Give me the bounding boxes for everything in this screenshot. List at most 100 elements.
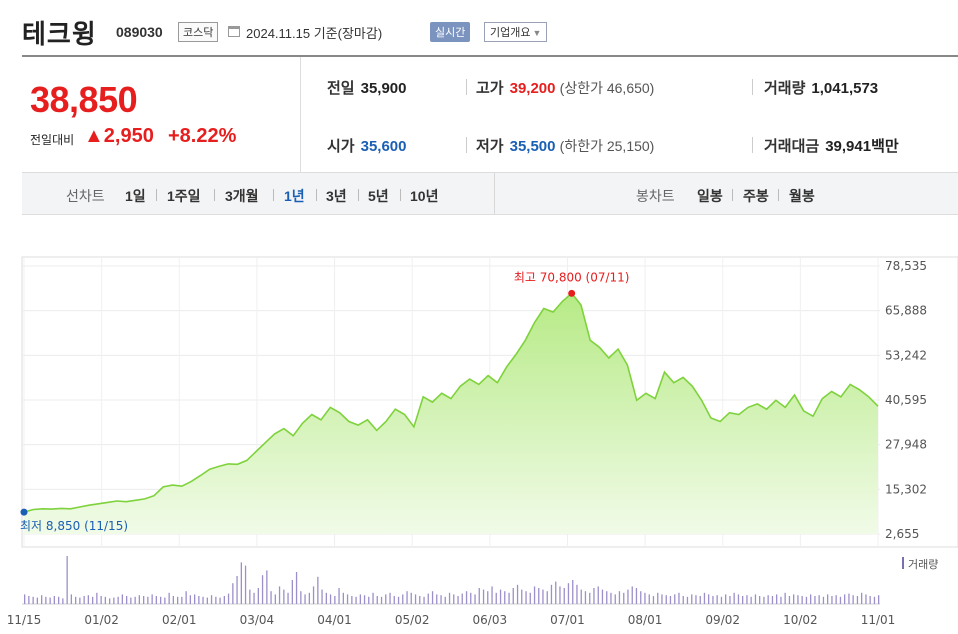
- calendar-icon: [228, 26, 240, 37]
- volume-bar: [419, 596, 421, 604]
- volume-bar: [495, 592, 497, 604]
- volume-bar: [784, 592, 786, 604]
- volume-bar: [627, 589, 629, 604]
- volume-bar: [202, 596, 204, 604]
- candle-monthly[interactable]: 월봉: [789, 188, 815, 204]
- period-10y[interactable]: 10년: [410, 188, 439, 204]
- stock-code: 089030: [116, 24, 163, 40]
- volume-bar: [49, 597, 51, 604]
- volume-bar: [512, 588, 514, 604]
- y-tick-label: 2,655: [885, 527, 919, 541]
- volume-bar: [87, 595, 89, 604]
- volume-bar: [567, 583, 570, 604]
- volume-bar: [652, 596, 655, 604]
- volume-bar: [631, 586, 633, 604]
- period-3m[interactable]: 3개월: [225, 188, 259, 204]
- volume-bar: [28, 596, 30, 604]
- period-5y[interactable]: 5년: [368, 188, 389, 204]
- prev-close-value: 35,900: [360, 80, 407, 97]
- volume-bar: [797, 595, 799, 604]
- volume-bar: [440, 595, 442, 604]
- volume-bar: [244, 565, 247, 604]
- volume-bar: [113, 597, 115, 604]
- x-tick-label: 05/02: [395, 613, 430, 627]
- volume-bar: [482, 589, 485, 604]
- period-1y[interactable]: 1년: [284, 188, 305, 204]
- volume-bar: [835, 595, 837, 604]
- volume-bar: [291, 580, 293, 604]
- volume-bar: [32, 596, 34, 604]
- period-separator: [156, 189, 157, 201]
- x-tick-label: 01/02: [84, 613, 119, 627]
- volume-bar: [308, 592, 310, 604]
- volume-bar: [589, 592, 591, 604]
- volume-bar: [746, 595, 748, 604]
- min-label: 최저 8,850 (11/15): [20, 519, 128, 533]
- volume-bar: [869, 596, 871, 604]
- volume-bar: [780, 596, 782, 604]
- volume-bar: [181, 596, 183, 604]
- volume-bar: [66, 556, 68, 604]
- x-tick-label: 11/01: [861, 613, 896, 627]
- volume-legend: 거래량: [908, 558, 938, 571]
- period-separator: [358, 189, 359, 201]
- volume-bar: [623, 592, 625, 604]
- candle-daily[interactable]: 일봉: [697, 188, 723, 204]
- volume-bar: [640, 591, 642, 604]
- volume-bar: [691, 594, 693, 604]
- volume-bar: [580, 589, 582, 604]
- volume-bar: [597, 586, 599, 604]
- volume-bar: [215, 596, 217, 604]
- volume-bar: [304, 594, 306, 604]
- period-separator: [316, 189, 317, 201]
- x-tick-label: 08/01: [628, 613, 663, 627]
- volume-bar: [355, 596, 357, 604]
- volume-bar: [827, 594, 829, 604]
- volume-bar: [342, 592, 344, 604]
- price-change: ▲2,950: [84, 125, 154, 147]
- x-tick-label: 10/02: [783, 613, 818, 627]
- stat-amount: 거래대금 39,941백만: [764, 135, 899, 156]
- volume-bar: [266, 570, 268, 604]
- volume-bar: [198, 596, 200, 604]
- x-tick-label: 07/01: [550, 613, 585, 627]
- volume-bar: [533, 586, 536, 604]
- volume-bar: [147, 596, 149, 604]
- y-tick-label: 78,535: [885, 259, 927, 273]
- amount-unit: 백만: [871, 138, 899, 155]
- volume-bar: [363, 595, 366, 604]
- volume-bar: [504, 591, 506, 604]
- volume-bar: [92, 596, 94, 604]
- volume-bar: [372, 592, 374, 604]
- company-overview-button[interactable]: 기업개요 ▼: [484, 22, 548, 42]
- x-tick-label: 04/01: [317, 613, 352, 627]
- volume-bar: [648, 594, 650, 604]
- volume-bar: [402, 594, 404, 604]
- volume-bar: [550, 584, 553, 604]
- volume-bar: [312, 586, 315, 604]
- upper-limit: (상한가 46,650): [559, 80, 655, 96]
- candle-weekly[interactable]: 주봉: [743, 188, 769, 204]
- stock-name: 테크윙: [22, 19, 97, 49]
- volume-bar: [669, 596, 672, 604]
- y-tick-label: 15,302: [885, 482, 927, 496]
- volume-bar: [287, 592, 289, 604]
- volume-bar: [58, 596, 60, 604]
- stat-open: 시가 35,600: [327, 135, 407, 156]
- volume-bar: [121, 594, 123, 604]
- period-3y[interactable]: 3년: [326, 188, 347, 204]
- realtime-button[interactable]: 실시간: [430, 22, 471, 42]
- period-1w[interactable]: 1주일: [167, 188, 201, 204]
- volume-bar: [138, 595, 140, 604]
- high-value: 39,200: [509, 80, 556, 97]
- volume-bar: [232, 583, 234, 604]
- volume-bar: [601, 589, 604, 604]
- stat-divider: [466, 79, 467, 95]
- period-1d[interactable]: 1일: [125, 188, 146, 204]
- volume-bar: [610, 592, 612, 604]
- stat-prev-close: 전일 35,900: [327, 77, 407, 98]
- volume-bar: [767, 595, 769, 604]
- volume-bar: [487, 591, 489, 604]
- volume-bar: [831, 596, 833, 604]
